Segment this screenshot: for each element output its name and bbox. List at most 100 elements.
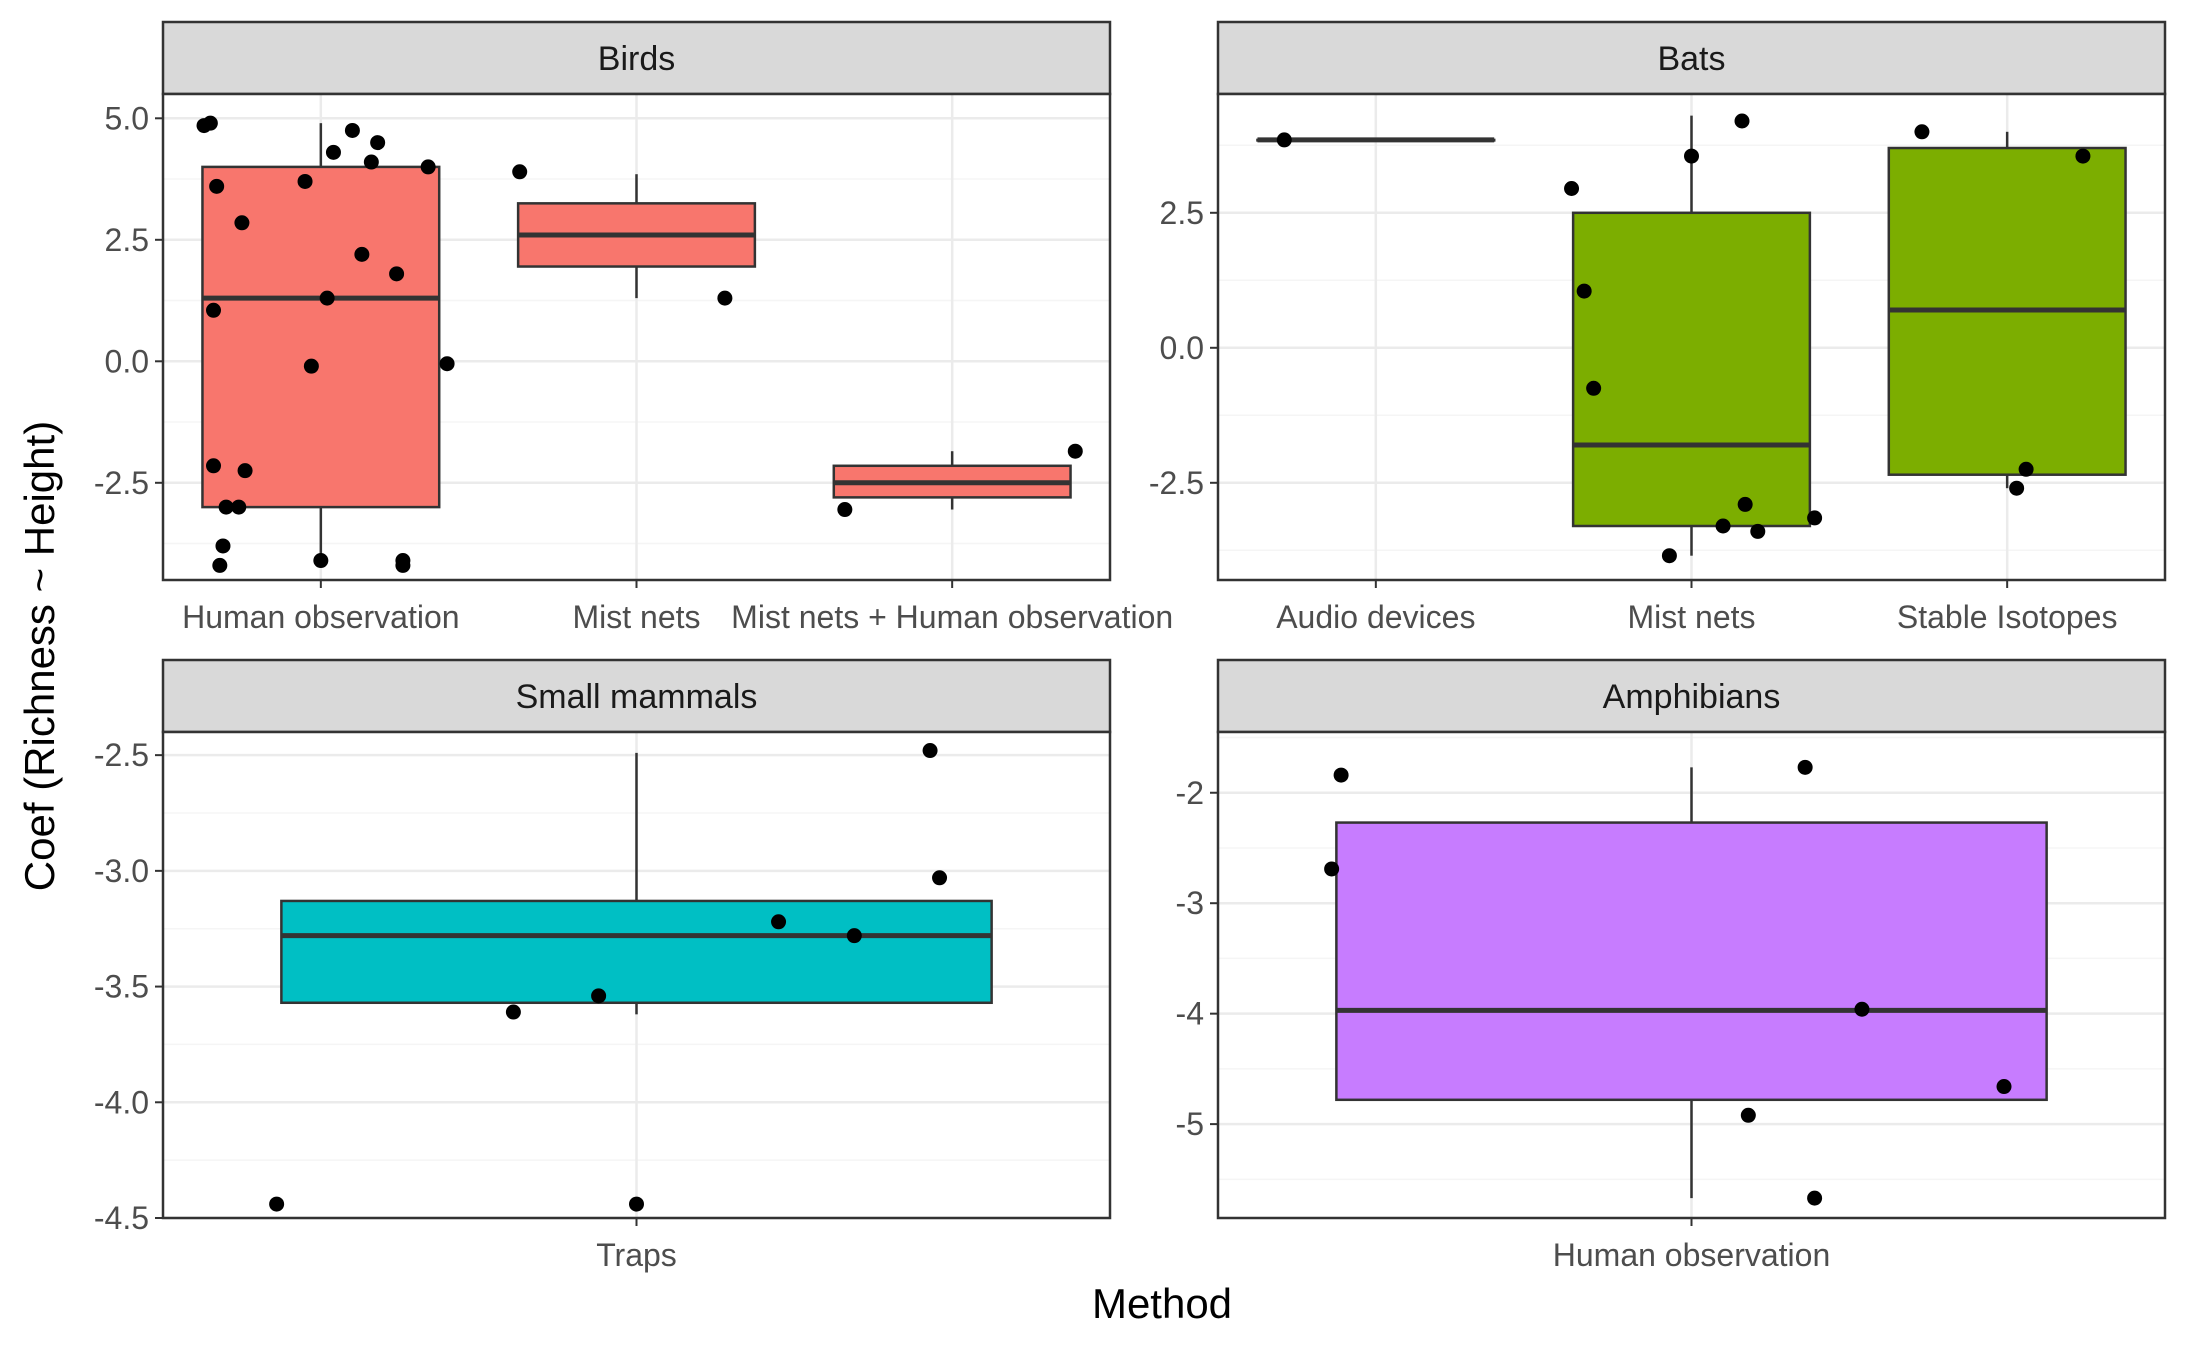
point-birds-8 <box>231 499 247 515</box>
point-small-mammals-2 <box>591 988 607 1004</box>
strip-title-amphibians: Amphibians <box>1603 678 1781 716</box>
point-birds-23 <box>303 358 319 374</box>
panel-border-bats <box>1216 92 2167 582</box>
point-bats-8 <box>1737 496 1753 512</box>
strip-title-small-mammals: Small mammals <box>516 678 758 716</box>
point-birds-27 <box>837 502 853 518</box>
x-tick-label-bats-stable-isotopes: Stable Isotopes <box>1897 599 2118 635</box>
y-tick-label-birds-1: 0.0 <box>105 343 149 379</box>
point-birds-13 <box>319 290 335 306</box>
panel-border-small-mammals <box>161 730 1112 1220</box>
point-amphibians-5 <box>1854 1001 1870 1017</box>
point-small-mammals-6 <box>922 743 938 759</box>
y-tick-label-amphibians-2: -3 <box>1176 885 1204 921</box>
y-tick-label-bats-1: 0.0 <box>1160 330 1204 366</box>
y-tick-label-birds-3: 5.0 <box>105 100 149 136</box>
strip-amphibians <box>1216 658 2167 734</box>
panel-small-mammals: Small mammals -4.5 -4.0 -3.5 -3.0 -2.5 Traps <box>94 658 1112 1273</box>
strip-birds <box>161 20 1112 96</box>
point-small-mammals-7 <box>932 870 948 886</box>
point-bats-11 <box>1914 124 1930 140</box>
point-amphibians-2 <box>1740 1107 1756 1123</box>
x-tick-label-birds-human-observation: Human observation <box>182 599 459 635</box>
point-bats-1 <box>1564 181 1580 196</box>
strip-title-birds: Birds <box>598 40 675 78</box>
point-small-mammals-0 <box>269 1196 285 1212</box>
point-birds-18 <box>370 135 386 151</box>
y-tick-label-bats-0: -2.5 <box>1149 465 1204 501</box>
y-tick-label-bats-2: 2.5 <box>1160 195 1204 231</box>
box-small-mammals-traps <box>280 899 993 1005</box>
point-bats-13 <box>2018 461 2034 477</box>
point-bats-0 <box>1276 132 1292 148</box>
x-tick-label-small-mammals-traps: Traps <box>596 1237 677 1273</box>
point-birds-14 <box>325 144 341 160</box>
panel-birds: Birds -2.5 0.0 2.5 5.0 Human observation Mist … <box>94 20 1173 635</box>
point-small-mammals-4 <box>771 914 787 930</box>
point-amphibians-0 <box>1324 861 1340 877</box>
point-amphibians-1 <box>1333 767 1349 783</box>
point-bats-6 <box>1715 518 1731 534</box>
point-amphibians-6 <box>1996 1079 2012 1095</box>
point-birds-9 <box>215 538 231 554</box>
facet-panels: Birds -2.5 0.0 2.5 5.0 Human observation Mist … <box>94 20 2167 1273</box>
point-birds-19 <box>389 266 405 282</box>
strip-title-bats: Bats <box>1657 40 1725 78</box>
point-birds-16 <box>354 246 370 262</box>
y-tick-label-small-mammals-2: -3.5 <box>94 969 149 1005</box>
x-tick-label-birds-mist-nets: Mist nets <box>572 599 700 635</box>
point-bats-12 <box>2009 480 2025 496</box>
point-birds-26 <box>717 290 733 306</box>
y-tick-label-amphibians-1: -4 <box>1176 996 1204 1032</box>
box-amphibians-human-observation <box>1335 821 2048 1102</box>
y-tick-label-amphibians-0: -5 <box>1176 1106 1204 1142</box>
y-tick-label-small-mammals-3: -3.0 <box>94 853 149 889</box>
point-small-mammals-1 <box>505 1004 521 1020</box>
point-birds-1 <box>202 115 218 131</box>
point-birds-10 <box>212 557 228 573</box>
point-birds-24 <box>439 356 455 372</box>
point-birds-4 <box>206 302 222 318</box>
point-birds-6 <box>237 463 253 479</box>
y-tick-label-small-mammals-4: -2.5 <box>94 737 149 773</box>
point-birds-7 <box>218 499 234 515</box>
strip-bats <box>1216 20 2167 96</box>
point-birds-3 <box>234 215 250 231</box>
point-bats-7 <box>1734 113 1750 129</box>
point-bats-10 <box>1807 510 1823 526</box>
y-tick-label-small-mammals-0: -4.5 <box>94 1200 149 1236</box>
point-bats-3 <box>1586 380 1602 396</box>
point-small-mammals-3 <box>629 1196 644 1212</box>
point-bats-9 <box>1750 523 1766 539</box>
point-birds-22 <box>420 159 436 175</box>
y-tick-label-birds-0: -2.5 <box>94 465 149 501</box>
panel-amphibians: Amphibians -5 -4 -3 -2 Human observation <box>1176 658 2167 1273</box>
x-tick-label-bats-audio-devices: Audio devices <box>1276 599 1475 635</box>
point-birds-12 <box>313 553 329 569</box>
panel-border-birds <box>161 92 1112 582</box>
panel-bats: Bats -2.5 0.0 2.5 Audio devices Mist nets Stab… <box>1149 20 2167 635</box>
point-bats-5 <box>1684 148 1699 164</box>
x-tick-label-amphibians-human-observation: Human observation <box>1553 1237 1830 1273</box>
point-birds-5 <box>206 458 222 474</box>
point-bats-14 <box>2075 148 2091 164</box>
y-axis-title: Coef (Richness ~ Height) <box>16 421 63 891</box>
point-birds-17 <box>363 154 379 170</box>
point-amphibians-3 <box>1797 759 1813 775</box>
box-bats-mist-nets <box>1571 211 1812 528</box>
point-birds-21 <box>395 557 411 573</box>
point-bats-2 <box>1576 283 1592 299</box>
point-bats-4 <box>1661 548 1677 564</box>
point-birds-11 <box>297 173 313 189</box>
point-amphibians-4 <box>1807 1190 1823 1206</box>
point-birds-25 <box>512 164 528 180</box>
point-birds-2 <box>209 178 225 194</box>
y-tick-label-birds-2: 2.5 <box>105 222 149 258</box>
y-tick-label-amphibians-3: -2 <box>1176 775 1204 811</box>
point-birds-15 <box>344 122 360 138</box>
panel-border-amphibians <box>1216 730 2167 1220</box>
x-axis-title: Method <box>1092 1280 1232 1327</box>
strip-small-mammals <box>161 658 1112 734</box>
x-tick-label-birds-mist-nets-human-observation: Mist nets + Human observation <box>731 599 1173 635</box>
